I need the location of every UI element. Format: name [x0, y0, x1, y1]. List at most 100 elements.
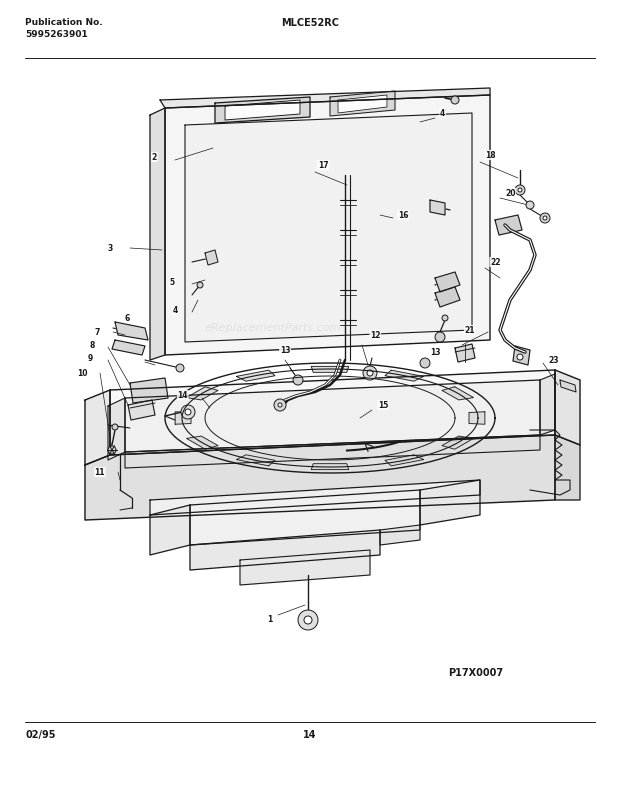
Circle shape [363, 366, 377, 380]
Text: 5995263901: 5995263901 [25, 30, 88, 39]
Polygon shape [330, 91, 395, 116]
Circle shape [181, 405, 195, 419]
Polygon shape [442, 436, 474, 449]
Text: 18: 18 [485, 150, 495, 160]
Polygon shape [555, 435, 580, 500]
Polygon shape [430, 200, 445, 215]
Circle shape [112, 424, 118, 430]
Circle shape [451, 96, 459, 104]
Polygon shape [125, 380, 540, 452]
Circle shape [293, 375, 303, 385]
Circle shape [435, 332, 445, 342]
Text: 1: 1 [267, 615, 273, 625]
Polygon shape [115, 322, 148, 340]
Text: 13: 13 [430, 347, 440, 357]
Polygon shape [190, 530, 380, 570]
Circle shape [518, 188, 522, 192]
Circle shape [185, 409, 191, 415]
Text: 2: 2 [152, 153, 157, 161]
Circle shape [517, 354, 523, 360]
Polygon shape [110, 370, 555, 455]
Polygon shape [455, 344, 475, 362]
Polygon shape [130, 378, 168, 403]
Polygon shape [205, 250, 218, 265]
Polygon shape [540, 374, 555, 435]
Polygon shape [215, 97, 310, 123]
Polygon shape [150, 505, 190, 555]
Text: MLCE52RC: MLCE52RC [281, 18, 339, 28]
Circle shape [367, 370, 373, 376]
Text: Publication No.: Publication No. [25, 18, 103, 27]
Text: 13: 13 [280, 346, 290, 354]
Circle shape [526, 201, 534, 209]
Polygon shape [165, 95, 490, 355]
Text: 12: 12 [370, 331, 381, 339]
Polygon shape [128, 400, 155, 420]
Polygon shape [187, 387, 218, 400]
Circle shape [304, 616, 312, 624]
Text: 7: 7 [95, 327, 100, 336]
Text: 5: 5 [170, 278, 175, 286]
Text: 3: 3 [108, 244, 113, 252]
Circle shape [442, 315, 448, 321]
Polygon shape [338, 95, 387, 113]
Text: 21: 21 [464, 326, 475, 335]
Circle shape [176, 364, 184, 372]
Text: 4: 4 [173, 305, 178, 315]
Text: 02/95: 02/95 [25, 730, 56, 740]
Circle shape [274, 399, 286, 411]
Circle shape [197, 282, 203, 288]
Text: 14: 14 [303, 730, 317, 740]
Circle shape [420, 358, 430, 368]
Circle shape [540, 213, 550, 223]
Circle shape [278, 403, 282, 407]
Text: 16: 16 [398, 210, 409, 219]
Polygon shape [225, 100, 300, 120]
Polygon shape [187, 436, 218, 449]
Polygon shape [380, 525, 420, 545]
Circle shape [543, 216, 547, 220]
Polygon shape [160, 88, 490, 108]
Text: 11: 11 [94, 467, 105, 476]
Circle shape [298, 610, 318, 630]
Text: 10: 10 [78, 369, 88, 377]
Text: 22: 22 [490, 258, 500, 267]
Polygon shape [85, 390, 110, 465]
Text: 8: 8 [90, 340, 95, 350]
Polygon shape [112, 340, 145, 355]
Text: 20: 20 [505, 188, 515, 198]
Polygon shape [85, 435, 555, 520]
Polygon shape [469, 412, 485, 424]
Polygon shape [311, 366, 348, 373]
Polygon shape [185, 113, 472, 342]
Polygon shape [560, 380, 576, 392]
Polygon shape [236, 370, 275, 381]
Polygon shape [555, 370, 580, 445]
Polygon shape [108, 398, 125, 460]
Polygon shape [385, 455, 423, 466]
Circle shape [515, 185, 525, 195]
Text: 9: 9 [88, 354, 93, 362]
Polygon shape [190, 490, 420, 545]
Polygon shape [311, 464, 348, 470]
Polygon shape [435, 287, 460, 307]
Text: eReplacementParts.com: eReplacementParts.com [205, 324, 341, 333]
Text: 17: 17 [318, 161, 329, 169]
Polygon shape [125, 435, 540, 468]
Polygon shape [385, 370, 423, 381]
Text: 6: 6 [125, 313, 130, 323]
Text: 14: 14 [177, 391, 188, 399]
Polygon shape [236, 455, 275, 466]
Text: P17X0007: P17X0007 [448, 668, 503, 678]
Polygon shape [513, 346, 530, 365]
Polygon shape [435, 272, 460, 292]
Polygon shape [495, 215, 522, 235]
Polygon shape [442, 387, 474, 400]
Polygon shape [150, 480, 480, 515]
Text: 15: 15 [378, 400, 388, 410]
Polygon shape [175, 412, 191, 424]
Polygon shape [150, 108, 165, 360]
Text: 4: 4 [440, 108, 445, 118]
Circle shape [108, 446, 116, 454]
Polygon shape [240, 550, 370, 585]
